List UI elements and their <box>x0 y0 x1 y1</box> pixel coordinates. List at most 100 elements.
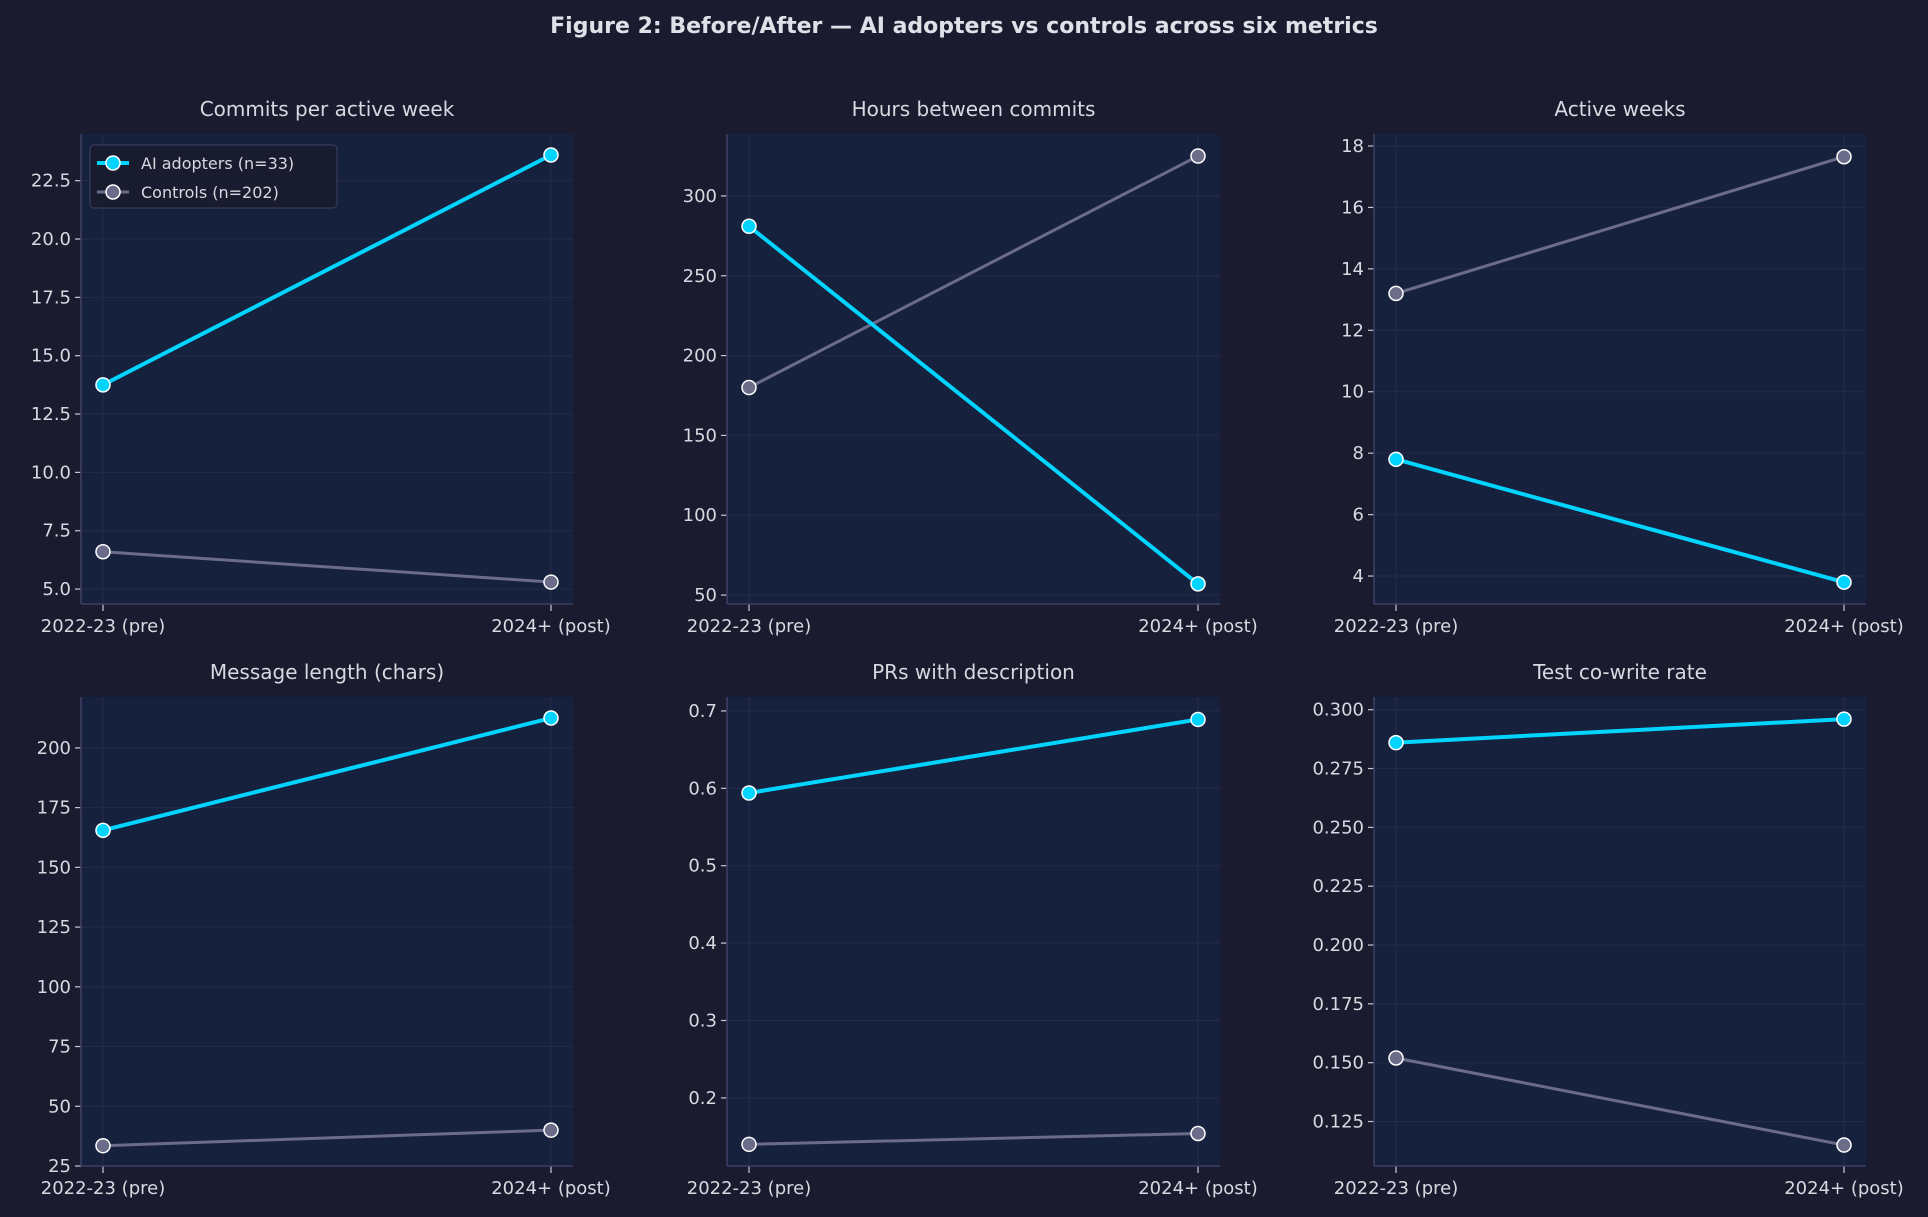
ai-adopters-point <box>741 785 757 801</box>
y-tick-label: 0.2 <box>688 1088 717 1109</box>
controls-point <box>543 574 559 590</box>
controls-line <box>747 1131 1200 1146</box>
y-tick-label: 150 <box>37 857 71 878</box>
y-tick-label: 0.4 <box>688 933 717 954</box>
y-tick-label: 7.5 <box>42 521 71 542</box>
y-tick-label: 0.300 <box>1312 700 1364 721</box>
ai-adopters-line <box>101 153 553 387</box>
legend-label: AI adopters (n=33) <box>141 154 294 173</box>
panel-title: Hours between commits <box>852 97 1096 121</box>
plot-area <box>81 134 573 604</box>
y-tick-label: 0.125 <box>1312 1112 1364 1133</box>
controls-point <box>95 543 111 560</box>
ai-adopters-point <box>1836 711 1852 727</box>
y-tick-label: 5.0 <box>42 579 71 600</box>
controls-point <box>95 1137 111 1154</box>
y-tick-label: 25 <box>48 1156 71 1177</box>
y-tick-label: 17.5 <box>31 287 71 308</box>
y-tick-label: 300 <box>683 186 717 207</box>
ai-adopters-line <box>747 717 1200 795</box>
plot-area <box>1374 134 1866 604</box>
ai-adopters-point <box>543 147 559 163</box>
controls-line <box>747 154 1200 390</box>
y-tick-label: 12 <box>1341 320 1364 341</box>
panel-title: Test co-write rate <box>1532 660 1707 684</box>
x-tick-label: 2022-23 (pre) <box>687 1178 811 1199</box>
plot-area <box>727 134 1220 604</box>
x-tick-label: 2024+ (post) <box>491 1178 611 1199</box>
chart-panel: 0.125 0.150 0.175 0.200 0.225 0.250 0.275 0.300… <box>1312 660 1903 1199</box>
controls-point <box>741 1136 757 1153</box>
controls-point <box>1388 285 1404 302</box>
chart-panel: 0.2 0.3 0.4 0.5 0.6 0.7 2022-23 (pre) 2024+ (po… <box>687 660 1258 1199</box>
y-tick-label: 100 <box>37 977 71 998</box>
plot-area <box>1374 697 1866 1166</box>
chart-panel: 5.0 7.5 10.0 12.5 15.0 17.5 20.0 22.5 2022-23 (p… <box>31 97 611 637</box>
y-tick-label: 150 <box>683 425 717 446</box>
y-tick-label: 20.0 <box>31 229 71 250</box>
y-tick-label: 6 <box>1353 505 1364 526</box>
ai-adopters-point <box>1388 734 1404 751</box>
y-tick-label: 50 <box>694 585 717 606</box>
plot-area <box>81 697 573 1166</box>
x-tick-label: 2022-23 (pre) <box>41 1178 165 1199</box>
controls-point <box>1388 1050 1404 1066</box>
y-tick-label: 22.5 <box>31 171 71 192</box>
panel-title: Active weeks <box>1554 97 1685 121</box>
ai-adopters-point <box>95 822 111 839</box>
panel-title: Commits per active week <box>200 97 455 121</box>
y-tick-label: 15.0 <box>31 346 71 367</box>
y-tick-label: 4 <box>1353 566 1364 587</box>
y-tick-label: 0.175 <box>1312 994 1364 1015</box>
chart-panel: 25 50 75 100 125 150 175 200 2022-23 (pre) 2024+ … <box>37 660 611 1199</box>
legend: AI adopters (n=33) Controls (n=202) <box>89 144 338 209</box>
chart-panel: 50 100 150 200 250 300 2022-23 (pre) 2024+ (pos… <box>683 97 1258 637</box>
y-tick-label: 0.250 <box>1312 817 1364 838</box>
panel-title: Message length (chars) <box>210 660 444 684</box>
x-tick-label: 2022-23 (pre) <box>1334 616 1458 637</box>
ai-adopters-line <box>1394 717 1846 745</box>
x-tick-label: 2024+ (post) <box>1784 616 1904 637</box>
controls-point <box>1190 1125 1206 1142</box>
plot-area <box>727 697 1220 1166</box>
y-tick-label: 200 <box>683 346 717 367</box>
chart-panel: 4 6 8 10 12 14 16 18 2022-23 (pre) 2024+ (post) Ac… <box>1334 97 1904 637</box>
y-tick-label: 175 <box>37 798 71 819</box>
y-tick-label: 125 <box>37 917 71 938</box>
legend-controls-marker-icon <box>105 184 121 200</box>
ai-adopters-point <box>95 377 111 393</box>
y-tick-label: 0.5 <box>688 856 717 877</box>
ai-adopters-line <box>1394 457 1846 585</box>
ai-adopters-point <box>1836 574 1852 590</box>
y-tick-label: 10.0 <box>31 462 71 483</box>
controls-point <box>1190 148 1206 164</box>
x-tick-label: 2024+ (post) <box>1138 1178 1258 1199</box>
legend-label: Controls (n=202) <box>141 183 279 202</box>
controls-point <box>741 379 757 396</box>
ai-adopters-point <box>741 218 757 235</box>
y-tick-label: 0.225 <box>1312 876 1364 897</box>
figure-title: Figure 2: Before/After — AI adopters vs … <box>550 14 1378 39</box>
legend-ai-marker-icon <box>105 155 121 171</box>
y-tick-label: 0.6 <box>688 778 717 799</box>
y-tick-label: 12.5 <box>31 404 71 425</box>
controls-line <box>101 550 553 584</box>
controls-point <box>1836 148 1852 165</box>
controls-line <box>1394 155 1846 295</box>
controls-point <box>543 1122 559 1138</box>
controls-line <box>101 1128 553 1148</box>
y-tick-label: 8 <box>1353 443 1364 464</box>
y-tick-label: 0.3 <box>688 1011 717 1032</box>
x-tick-label: 2024+ (post) <box>1138 616 1258 637</box>
controls-line <box>1394 1056 1846 1147</box>
ai-adopters-point <box>1388 451 1404 468</box>
ai-adopters-point <box>1190 711 1206 728</box>
y-tick-label: 0.7 <box>688 701 717 722</box>
y-tick-label: 10 <box>1341 382 1364 403</box>
y-tick-label: 100 <box>683 505 717 526</box>
controls-point <box>1836 1137 1852 1153</box>
legend-box <box>89 144 338 209</box>
panels: 5.0 7.5 10.0 12.5 15.0 17.5 20.0 22.5 2022-23 (p… <box>31 97 1904 1199</box>
y-tick-label: 250 <box>683 266 717 287</box>
